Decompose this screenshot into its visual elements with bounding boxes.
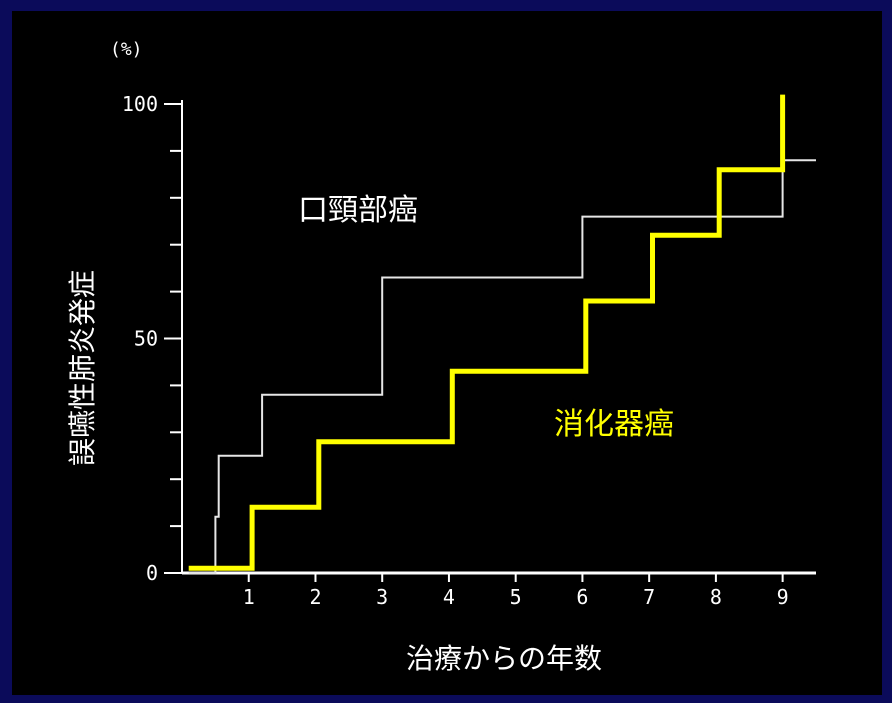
y-unit-label: (%) bbox=[110, 39, 143, 60]
y-axis-title: 誤嚥性肺炎発症 bbox=[66, 270, 99, 466]
x-tick-label: 4 bbox=[443, 585, 455, 609]
x-tick-label: 5 bbox=[510, 585, 522, 609]
x-tick-label: 3 bbox=[376, 585, 388, 609]
x-tick-label: 8 bbox=[710, 585, 722, 609]
axis-ticks: 0 50 100 1 2 3 4 5 6 7 8 9 bbox=[122, 92, 789, 609]
series-line-oral-neck-cancer bbox=[188, 159, 816, 574]
series-lines bbox=[188, 94, 816, 574]
x-axis-title: 治療からの年数 bbox=[406, 642, 602, 675]
x-tick-label: 6 bbox=[576, 585, 588, 609]
y-tick-label: 50 bbox=[134, 327, 158, 351]
y-tick-label: 100 bbox=[122, 92, 158, 116]
step-chart: 0 50 100 1 2 3 4 5 6 7 8 9 (%) 誤嚥性肺炎発症 治療からの年数 口頸部癌… bbox=[66, 39, 816, 675]
chart-panel: 0 50 100 1 2 3 4 5 6 7 8 9 (%) 誤嚥性肺炎発症 治療からの年数 口頸部癌… bbox=[12, 11, 882, 695]
series-label-digestive: 消化器癌 bbox=[554, 407, 674, 442]
x-tick-label: 1 bbox=[243, 585, 255, 609]
x-tick-label: 9 bbox=[777, 585, 789, 609]
x-tick-label: 2 bbox=[309, 585, 321, 609]
axes bbox=[181, 100, 816, 575]
series-label-oral-neck: 口頸部癌 bbox=[298, 193, 418, 228]
series-line-digestive-cancer bbox=[188, 94, 786, 571]
x-tick-label: 7 bbox=[643, 585, 655, 609]
y-tick-label: 0 bbox=[146, 561, 158, 585]
